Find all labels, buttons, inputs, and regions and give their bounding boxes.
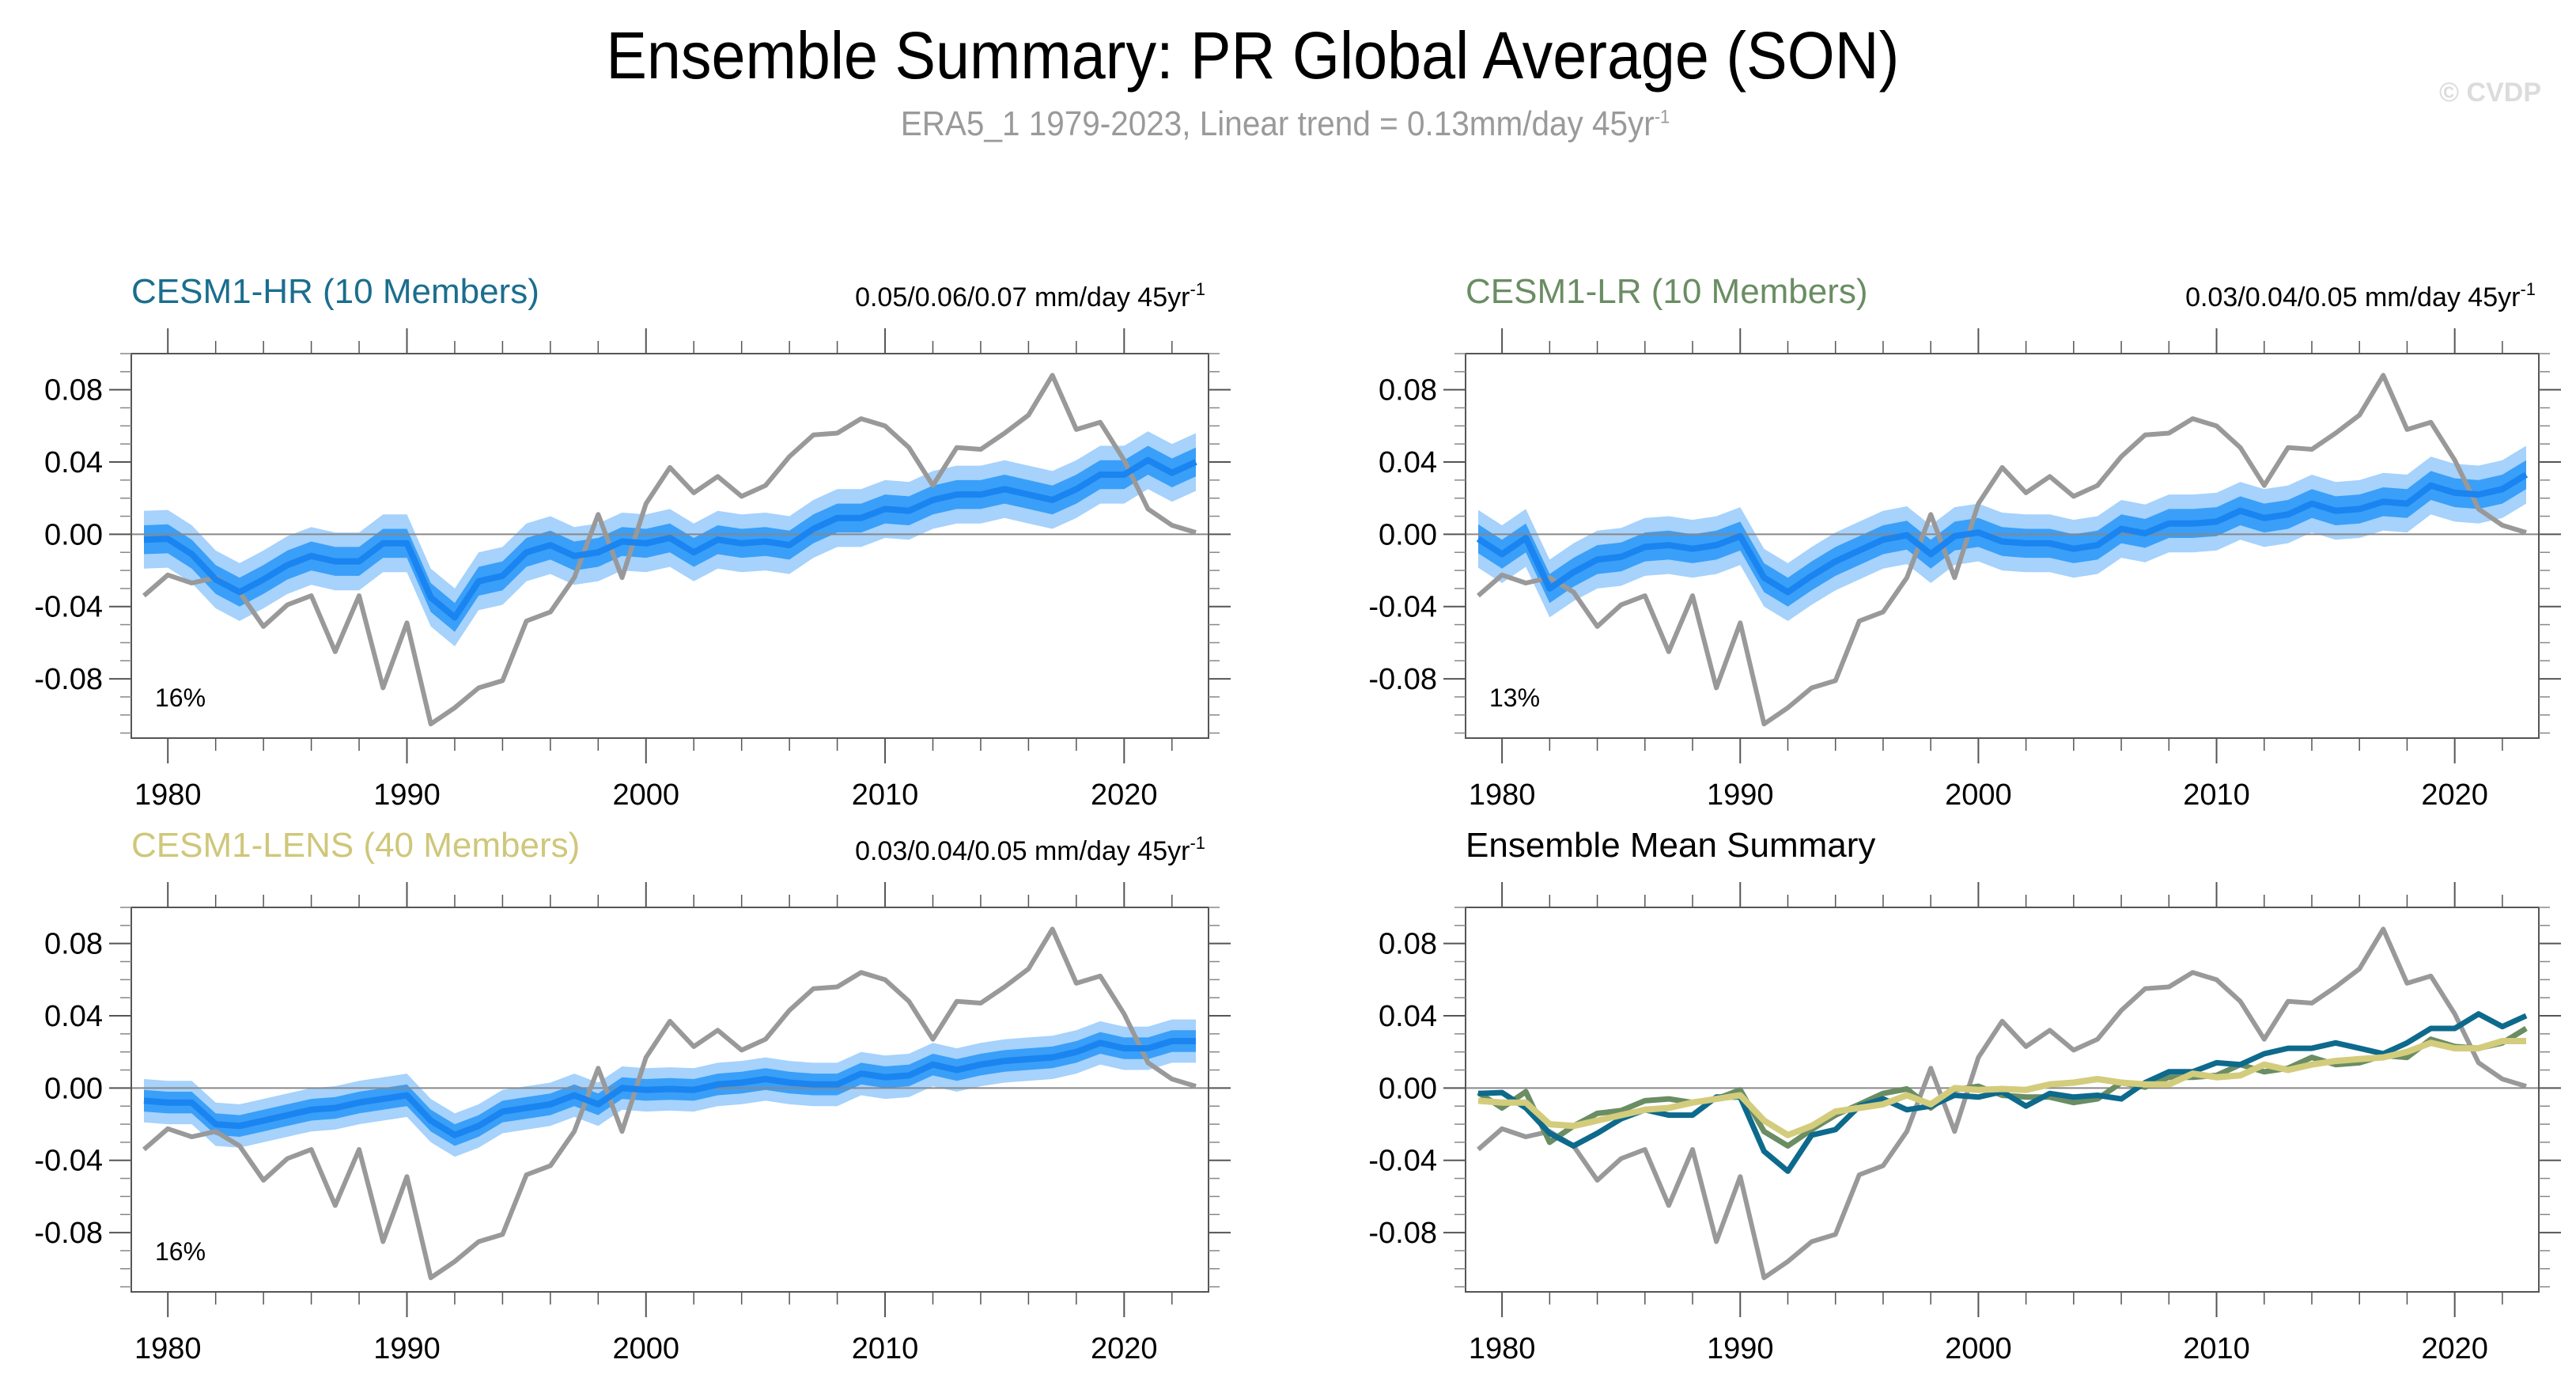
x-tick-label: 2010 bbox=[852, 1332, 919, 1365]
y-tick-label: -0.08 bbox=[34, 663, 103, 696]
plot-area bbox=[131, 926, 1209, 1281]
y-tick-label: 0.08 bbox=[1379, 928, 1437, 961]
y-tick-label: 0.00 bbox=[1379, 518, 1437, 551]
panel-title: CESM1-LR (10 Members) bbox=[1466, 272, 1868, 311]
x-tick-label: 1990 bbox=[373, 1332, 441, 1365]
trend-exponent: -1 bbox=[1190, 279, 1205, 299]
y-tick-label: 0.04 bbox=[1379, 1000, 1437, 1033]
trend-label: 0.03/0.04/0.05 mm/day 45yr-1 bbox=[855, 833, 1205, 866]
y-tick-label: -0.08 bbox=[1368, 1217, 1437, 1250]
y-tick-label: 0.08 bbox=[1379, 374, 1437, 407]
trend-label: 0.03/0.04/0.05 mm/day 45yr-1 bbox=[2185, 279, 2536, 312]
x-tick-label: 1980 bbox=[1469, 1332, 1536, 1365]
x-tick-label: 1980 bbox=[134, 1332, 202, 1365]
cvdp-watermark: © CVDP bbox=[2439, 78, 2541, 108]
series-line-cesm1-lr bbox=[1477, 1026, 2528, 1149]
panel-title: CESM1-HR (10 Members) bbox=[131, 272, 539, 311]
obs-line-era5 bbox=[1477, 926, 2527, 1281]
y-tick-label: 0.04 bbox=[44, 1000, 103, 1033]
y-tick-label: -0.04 bbox=[34, 1145, 103, 1178]
series-line-cesm1-hr bbox=[1477, 1011, 2528, 1174]
figure-subtitle: ERA5_1 1979-2023, Linear trend = 0.13mm/… bbox=[100, 104, 2470, 144]
y-tick-label: -0.08 bbox=[34, 1217, 103, 1250]
x-tick-label: 2020 bbox=[2421, 1332, 2488, 1365]
y-tick-label: 0.00 bbox=[44, 1072, 103, 1105]
trend-text: 0.05/0.06/0.07 mm/day 45yr bbox=[855, 282, 1190, 312]
subtitle-exponent: -1 bbox=[1654, 106, 1670, 128]
ensemble-mean-line bbox=[143, 456, 1197, 621]
obs-line-era5 bbox=[142, 926, 1197, 1281]
y-tick-label: 0.04 bbox=[1379, 446, 1437, 479]
x-tick-label: 2000 bbox=[1945, 778, 2012, 812]
obs-line-era5 bbox=[142, 373, 1197, 727]
ensemble-mean-line bbox=[1476, 471, 2529, 596]
panel-title: CESM1-LENS (40 Members) bbox=[131, 826, 580, 865]
y-tick-label: -0.04 bbox=[1368, 1145, 1437, 1178]
plot-area bbox=[1466, 926, 2539, 1281]
x-tick-label: 1980 bbox=[1469, 778, 1536, 812]
trend-exponent: -1 bbox=[1190, 833, 1205, 853]
plot-frame bbox=[131, 907, 1209, 1293]
x-tick-label: 2000 bbox=[612, 1332, 679, 1365]
percent-label: 13% bbox=[1489, 684, 1540, 712]
x-tick-label: 2020 bbox=[1091, 1332, 1158, 1365]
trend-label: 0.05/0.06/0.07 mm/day 45yr-1 bbox=[855, 279, 1205, 312]
panel-lr: CESM1-LR (10 Members) 0.03/0.04/0.05 mm/d… bbox=[1368, 272, 2561, 812]
x-tick-label: 2000 bbox=[612, 778, 679, 812]
percent-label: 16% bbox=[155, 1237, 206, 1266]
x-tick-label: 1980 bbox=[134, 778, 202, 812]
plot-area bbox=[131, 373, 1209, 727]
series-line-cesm1-lens bbox=[1477, 1038, 2526, 1138]
x-tick-label: 1990 bbox=[1707, 1332, 1774, 1365]
y-tick-label: 0.00 bbox=[44, 518, 103, 551]
y-tick-label: -0.04 bbox=[34, 591, 103, 624]
percent-label: 16% bbox=[155, 684, 206, 712]
panel-lens: CESM1-LENS (40 Members) 0.03/0.04/0.05 mm… bbox=[34, 826, 1231, 1365]
trend-text: 0.03/0.04/0.05 mm/day 45yr bbox=[2185, 282, 2520, 312]
figure-title: Ensemble Summary: PR Global Average (SON… bbox=[606, 18, 1900, 93]
plot-frame bbox=[131, 353, 1209, 739]
ensemble-iqr-band bbox=[1478, 460, 2526, 607]
plot-frame bbox=[1465, 907, 2540, 1293]
x-tick-label: 2010 bbox=[2183, 778, 2250, 812]
x-tick-label: 1990 bbox=[373, 778, 441, 812]
ensemble-mean-line bbox=[143, 1038, 1196, 1138]
x-tick-label: 2010 bbox=[2183, 1332, 2250, 1365]
trend-exponent: -1 bbox=[2520, 279, 2536, 299]
x-tick-label: 2000 bbox=[1945, 1332, 2012, 1365]
y-tick-label: -0.08 bbox=[1368, 663, 1437, 696]
y-tick-label: 0.04 bbox=[44, 446, 103, 479]
plot-area bbox=[1466, 373, 2539, 727]
y-tick-label: 0.08 bbox=[44, 928, 103, 961]
x-tick-label: 2020 bbox=[2421, 778, 2488, 812]
x-tick-label: 1990 bbox=[1707, 778, 1774, 812]
y-tick-label: 0.00 bbox=[1379, 1072, 1437, 1105]
panel-summary: Ensemble Mean Summary 0.08 0.04 0.00 -0.04 -0… bbox=[1368, 826, 2561, 1365]
x-tick-label: 2010 bbox=[852, 778, 919, 812]
y-tick-label: -0.04 bbox=[1368, 591, 1437, 624]
x-tick-label: 2020 bbox=[1091, 778, 1158, 812]
subtitle-text: ERA5_1 1979-2023, Linear trend = 0.13mm/… bbox=[900, 104, 1655, 143]
panel-title: Ensemble Mean Summary bbox=[1466, 826, 1875, 865]
obs-line-era5 bbox=[1477, 373, 2527, 727]
y-tick-label: 0.08 bbox=[44, 374, 103, 407]
trend-text: 0.03/0.04/0.05 mm/day 45yr bbox=[855, 836, 1190, 866]
plot-frame bbox=[1465, 353, 2540, 739]
panel-hr: CESM1-HR (10 Members) 0.05/0.06/0.07 mm/d… bbox=[34, 272, 1231, 812]
